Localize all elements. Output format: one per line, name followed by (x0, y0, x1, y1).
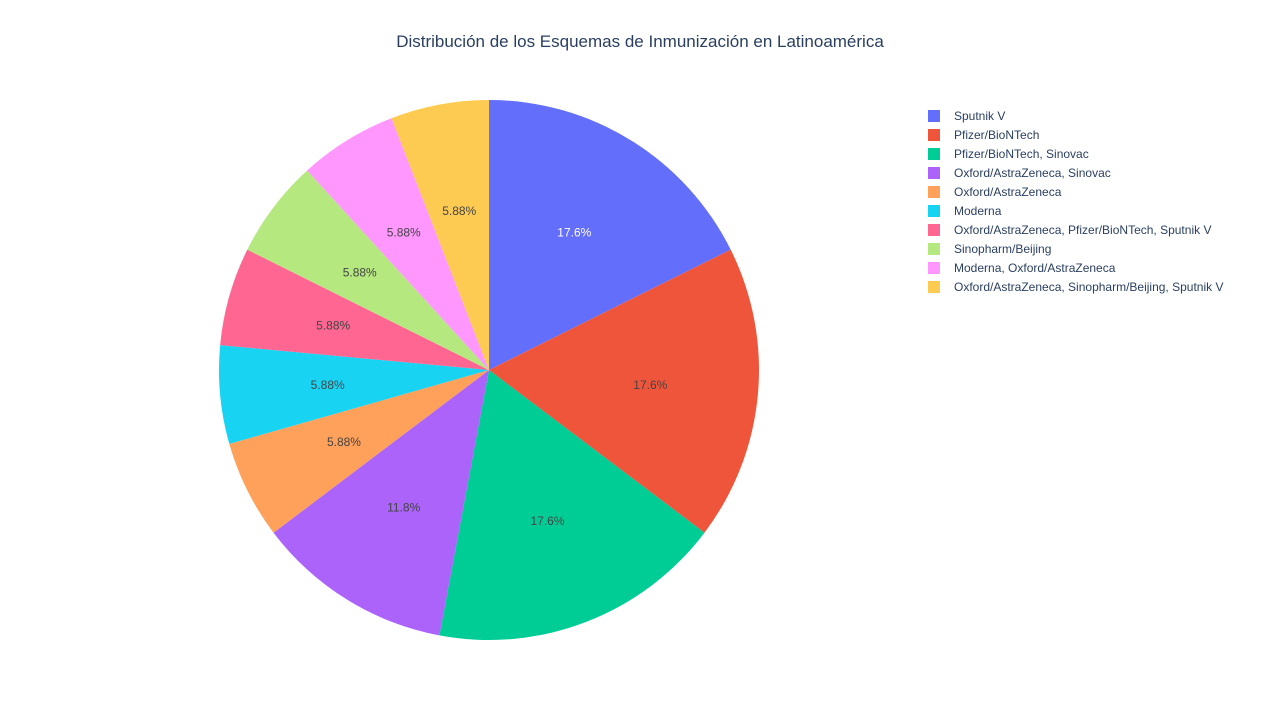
legend-swatch (928, 147, 940, 160)
pie-slice-label-2: 17.6% (633, 378, 667, 392)
chart-title: Distribución de los Esquemas de Inmuniza… (396, 32, 884, 51)
legend-swatch (928, 128, 940, 141)
legend-label: Oxford/AstraZeneca, Pfizer/BioNTech, Spu… (954, 222, 1212, 237)
legend-item-2[interactable]: Pfizer/BioNTech (928, 125, 1223, 144)
pie-slices (219, 100, 759, 640)
pie-slice-label-7: 5.88% (316, 319, 350, 333)
legend-label: Pfizer/BioNTech, Sinovac (954, 146, 1089, 161)
legend: Sputnik V Pfizer/BioNTech Pfizer/BioNTech,… (928, 106, 1223, 296)
legend-label: Moderna (954, 203, 1002, 218)
legend-swatch (928, 185, 940, 198)
pie-slice-7[interactable] (220, 249, 489, 370)
pie-labels: 17.6% 17.6% 17.6% 11.8% 5.88% 5.88% 5.88% 5.88%… (311, 204, 668, 528)
legend-swatch (928, 166, 940, 179)
legend-item-8[interactable]: Sinopharm/Beijing (928, 239, 1223, 258)
pie-slice-10[interactable] (391, 100, 489, 370)
legend-swatch (928, 280, 940, 293)
legend-label: Oxford/AstraZeneca (954, 184, 1062, 199)
pie-slice-label-8: 5.88% (343, 265, 377, 279)
legend-label: Pfizer/BioNTech (954, 127, 1040, 142)
pie-slice-label-3: 17.6% (531, 514, 565, 528)
legend-swatch (928, 109, 940, 122)
legend-item-1[interactable]: Sputnik V (928, 106, 1223, 125)
legend-swatch (928, 242, 940, 255)
pie-slice-8[interactable] (247, 170, 489, 370)
pie-slice-2[interactable] (489, 249, 759, 533)
legend-item-7[interactable]: Oxford/AstraZeneca, Pfizer/BioNTech, Spu… (928, 220, 1223, 239)
legend-swatch (928, 223, 940, 236)
pie-slice-label-9: 5.88% (387, 225, 421, 239)
legend-label: Oxford/AstraZeneca, Sinopharm/Beijing, S… (954, 279, 1224, 294)
pie-slice-4[interactable] (273, 370, 489, 636)
legend-item-3[interactable]: Pfizer/BioNTech, Sinovac (928, 144, 1223, 163)
legend-item-9[interactable]: Moderna, Oxford/AstraZeneca (928, 258, 1223, 277)
pie-slice-label-10: 5.88% (442, 204, 476, 218)
legend-item-10[interactable]: Oxford/AstraZeneca, Sinopharm/Beijing, S… (928, 277, 1223, 296)
legend-label: Sputnik V (954, 108, 1006, 123)
legend-swatch (928, 204, 940, 217)
legend-label: Sinopharm/Beijing (954, 241, 1052, 256)
pie-slice-9[interactable] (307, 118, 489, 370)
pie-slice-5[interactable] (229, 370, 490, 533)
pie-slice-3[interactable] (439, 370, 705, 640)
pie-slice-1[interactable] (489, 100, 731, 370)
legend-item-4[interactable]: Oxford/AstraZeneca, Sinovac (928, 163, 1223, 182)
legend-item-6[interactable]: Moderna (928, 201, 1223, 220)
legend-label: Oxford/AstraZeneca, Sinovac (954, 165, 1111, 180)
pie-slice-label-4: 11.8% (387, 501, 420, 515)
pie-slice-label-5: 5.88% (327, 435, 361, 449)
pie-slice-6[interactable] (219, 345, 490, 444)
legend-item-5[interactable]: Oxford/AstraZeneca (928, 182, 1223, 201)
legend-swatch (928, 261, 940, 274)
pie-slice-label-1: 17.6% (557, 225, 591, 239)
pie-slice-label-6: 5.88% (311, 378, 345, 392)
legend-label: Moderna, Oxford/AstraZeneca (954, 260, 1116, 275)
